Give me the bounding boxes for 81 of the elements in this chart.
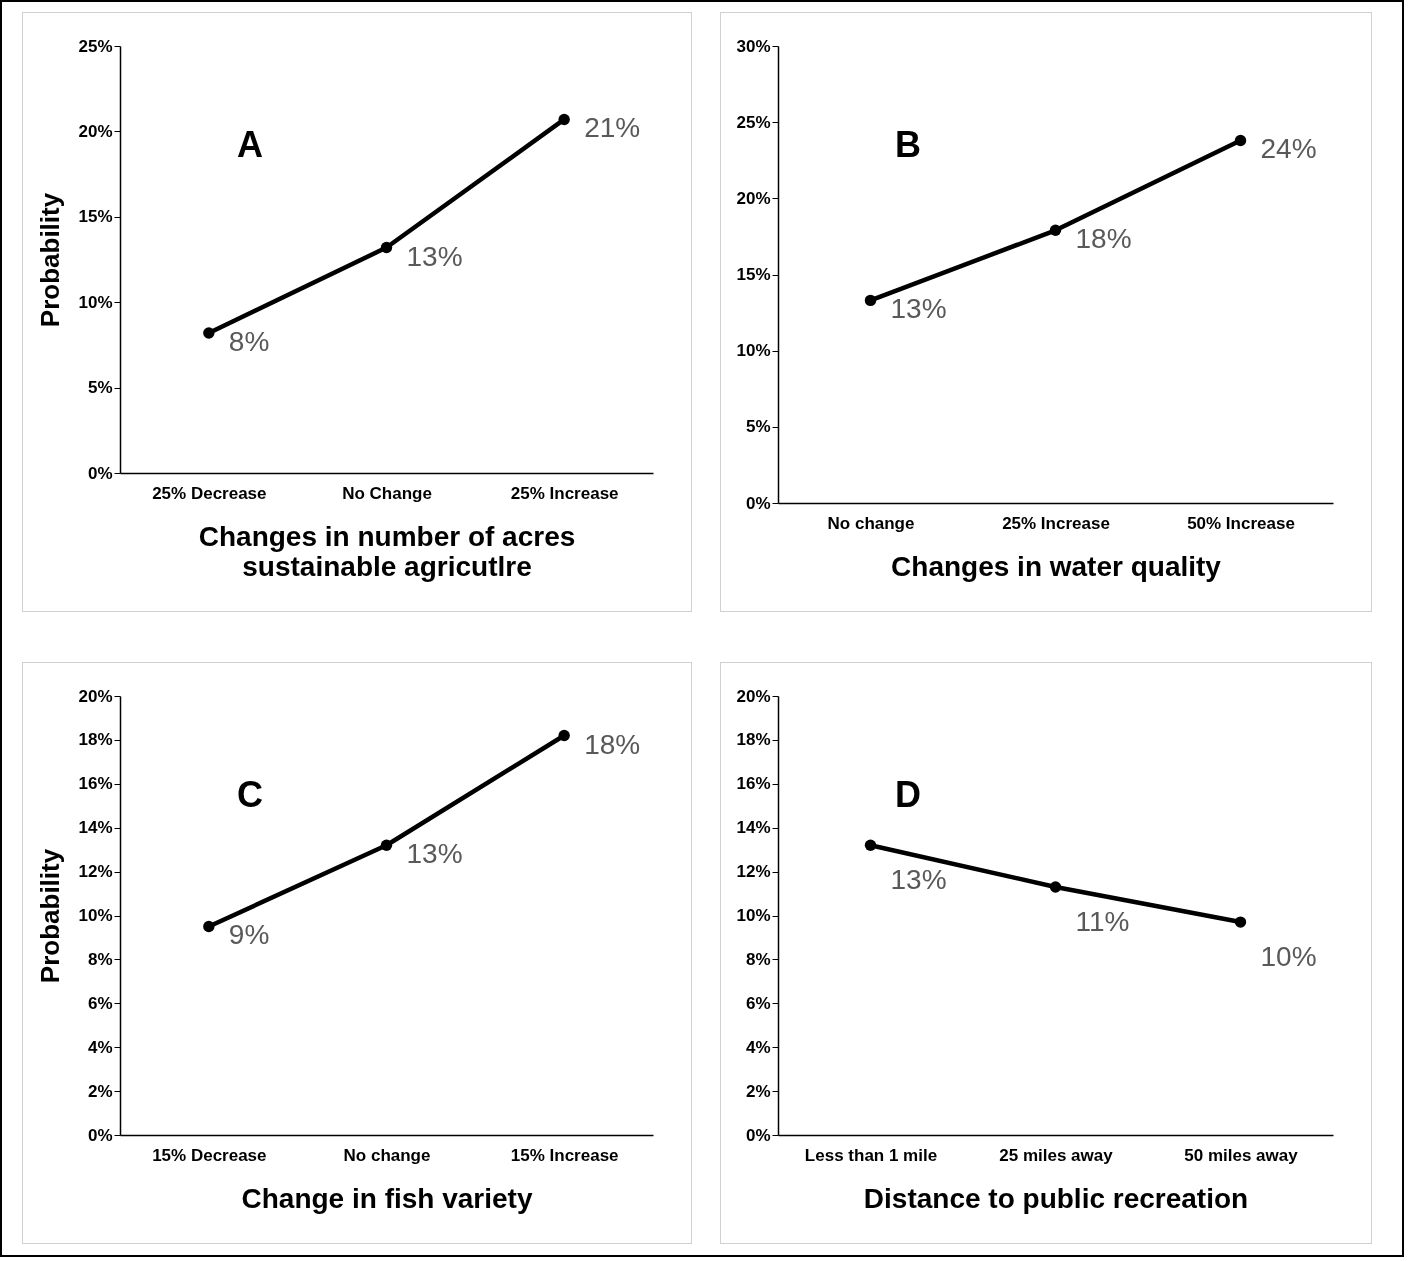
y-tick-label: 30% (736, 36, 771, 56)
data-label: 10% (1260, 941, 1317, 973)
point (558, 113, 570, 126)
text: A (237, 124, 263, 165)
y-tick-label: 0% (87, 1125, 113, 1145)
y-tick-label: 25% (78, 36, 113, 56)
x-axis-title: Change in fish variety (241, 1182, 533, 1214)
y-tick-label: 20% (736, 188, 771, 208)
point (1234, 916, 1247, 928)
data-label: 8% (228, 325, 270, 357)
y-tick-label: 10% (736, 906, 771, 925)
y-tick-label: 25% (736, 112, 771, 132)
y-tick-label: 20% (78, 121, 113, 141)
y-tick-label: 16% (736, 774, 771, 794)
y-tick-label: 8% (745, 949, 771, 969)
x-tick-label: 25 miles away (999, 1145, 1114, 1165)
y-tick-label: 6% (745, 993, 771, 1013)
y-tick-label: 20% (78, 686, 113, 706)
x-tick-label: 15% Increase (510, 1145, 619, 1165)
y-axis-title: Probability (35, 848, 66, 984)
point (203, 327, 215, 339)
data-label: 13% (890, 293, 947, 325)
point (864, 839, 877, 851)
data-label: 24% (1260, 133, 1317, 165)
point (380, 839, 393, 851)
x-tick-label: 25% Increase (1002, 513, 1110, 533)
y-tick-label: 18% (736, 730, 771, 750)
y-tick-label: 0% (745, 493, 771, 513)
text: D (895, 774, 921, 815)
data-label: 18% (584, 728, 641, 760)
point (558, 729, 570, 742)
y-tick-label: 12% (736, 862, 771, 882)
point (1234, 134, 1247, 147)
point (1049, 224, 1062, 237)
y-axis-title: Probability (35, 192, 66, 328)
y-tick-label: 0% (745, 1125, 771, 1145)
y-tick-label: 8% (87, 949, 113, 969)
data-label: 11% (1075, 905, 1130, 937)
x-tick-label: 25% Decrease (152, 483, 267, 503)
point (380, 241, 393, 254)
y-tick-label: 10% (736, 341, 771, 361)
x-axis-title: Distance to public recreation (863, 1182, 1249, 1214)
y-tick-label: 10% (78, 292, 113, 312)
x-tick-label: 25% Increase (510, 483, 619, 503)
text: B (895, 124, 921, 165)
data-label: 13% (406, 838, 463, 870)
data-label: 18% (1075, 223, 1132, 255)
y-tick-label: 4% (745, 1037, 771, 1057)
data-label: 13% (890, 864, 947, 896)
y-tick-label: 6% (87, 993, 113, 1013)
x-tick-label: 50% Increase (1187, 513, 1295, 533)
data-label: 21% (584, 112, 641, 144)
y-tick-label: 18% (78, 730, 113, 750)
y-tick-label: 15% (736, 265, 771, 284)
x-axis-title: Changes in water quality (891, 550, 1222, 582)
x-tick-label: No Change (342, 483, 432, 503)
y-tick-label: 14% (78, 818, 113, 838)
y-tick-label: 12% (78, 862, 113, 882)
y-tick-label: 10% (78, 906, 113, 925)
y-tick-label: 2% (87, 1081, 113, 1101)
text: C (237, 774, 263, 815)
point (864, 294, 877, 307)
x-tick-label: 50 miles away (1184, 1145, 1299, 1165)
y-tick-label: 4% (87, 1037, 113, 1057)
y-tick-label: 20% (736, 686, 771, 706)
point (203, 920, 215, 933)
x-tick-label: 15% Decrease (152, 1145, 267, 1165)
x-tick-label: No change (827, 513, 915, 533)
y-tick-label: 5% (745, 417, 771, 437)
data-label: 13% (406, 240, 463, 272)
y-tick-label: 0% (87, 463, 113, 483)
x-tick-label: No change (343, 1145, 431, 1165)
y-tick-label: 15% (78, 207, 113, 227)
data-label: 9% (228, 919, 270, 951)
y-tick-label: 2% (745, 1081, 771, 1101)
x-tick-label: Less than 1 mile (804, 1145, 938, 1165)
y-tick-label: 5% (87, 378, 113, 398)
point (1049, 881, 1062, 893)
x-axis-title: Changes in number of acres sustainable agricutlre (198, 520, 576, 582)
y-tick-label: 16% (78, 774, 113, 794)
y-tick-label: 14% (736, 818, 771, 838)
